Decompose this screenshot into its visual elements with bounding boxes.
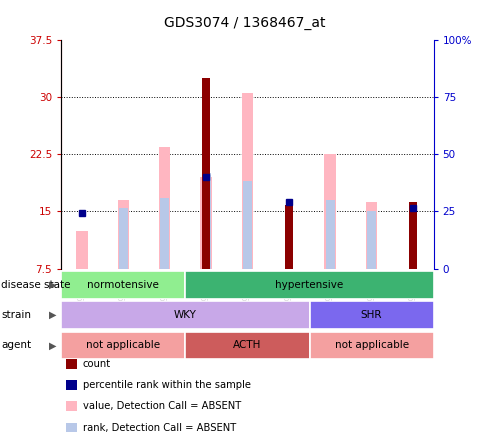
Text: agent: agent (1, 341, 31, 350)
Text: normotensive: normotensive (87, 280, 159, 290)
Text: WKY: WKY (174, 310, 197, 320)
Text: disease state: disease state (1, 280, 71, 290)
Text: value, Detection Call = ABSENT: value, Detection Call = ABSENT (83, 401, 241, 411)
Bar (366, 202, 377, 269)
Bar (409, 202, 416, 269)
Text: hypertensive: hypertensive (275, 280, 343, 290)
Bar (324, 155, 336, 269)
Text: rank, Detection Call = ABSENT: rank, Detection Call = ABSENT (83, 423, 236, 432)
Bar (200, 177, 212, 269)
Text: ▶: ▶ (49, 341, 57, 350)
Text: ACTH: ACTH (233, 341, 262, 350)
Bar (202, 78, 210, 269)
Bar (119, 208, 128, 269)
Text: ▶: ▶ (49, 310, 57, 320)
Text: strain: strain (1, 310, 31, 320)
Bar (76, 230, 88, 269)
Bar (160, 198, 169, 269)
Text: percentile rank within the sample: percentile rank within the sample (83, 380, 251, 390)
Bar (159, 147, 171, 269)
Text: SHR: SHR (361, 310, 382, 320)
Text: count: count (83, 359, 111, 369)
Bar (118, 200, 129, 269)
Bar (243, 181, 252, 269)
Bar (242, 93, 253, 269)
Bar (285, 206, 293, 269)
Text: GDS3074 / 1368467_at: GDS3074 / 1368467_at (164, 16, 326, 30)
Text: not applicable: not applicable (335, 341, 409, 350)
Bar (201, 173, 211, 269)
Bar (367, 211, 376, 269)
Text: ▶: ▶ (49, 280, 57, 290)
Bar (326, 200, 335, 269)
Text: not applicable: not applicable (86, 341, 160, 350)
